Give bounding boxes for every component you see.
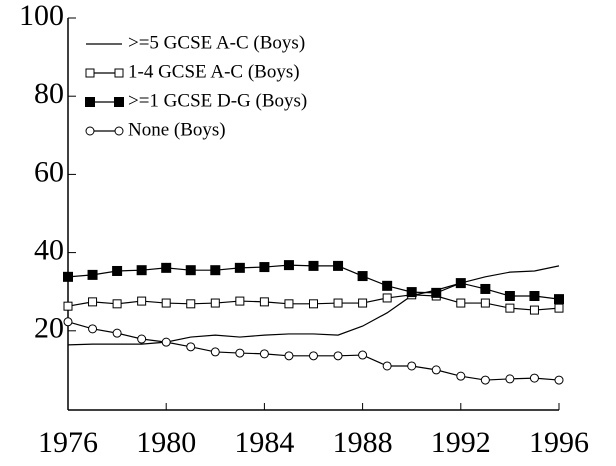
marker [480,298,490,308]
legend-label: None (Boys) [128,119,226,140]
y-tick-label: 100 [19,0,64,32]
x-tick-label: 1992 [431,426,491,459]
marker [529,373,539,383]
marker [505,374,515,384]
y-tick-label: 40 [34,233,64,266]
marker [235,348,245,358]
marker [382,280,393,291]
marker [407,361,417,371]
marker [358,298,368,308]
legend-label: >=5 GCSE A-C (Boys) [128,32,305,53]
marker [554,375,564,385]
marker [114,97,124,107]
marker [406,287,417,298]
marker [554,294,564,305]
y-tick-label: 20 [34,312,64,345]
marker [333,260,344,271]
marker [210,265,221,276]
marker [161,298,171,308]
marker [210,298,220,308]
marker [259,297,269,307]
marker [114,126,124,136]
marker [284,299,294,309]
marker [63,317,73,327]
marker [308,260,319,271]
marker [333,298,343,308]
marker [382,293,392,303]
marker [137,334,147,344]
marker [63,271,73,282]
marker [504,291,515,302]
marker [185,265,196,276]
y-tick-label: 80 [34,77,64,110]
x-tick-label: 1988 [333,426,393,459]
marker [456,371,466,381]
series-line [67,321,560,381]
marker [333,351,343,361]
marker [88,297,98,307]
marker [283,260,294,271]
marker [431,365,441,375]
x-tick-label: 1980 [136,426,196,459]
marker [210,347,220,357]
legend-label: >=1 GCSE D-G (Boys) [128,90,307,111]
marker [234,262,245,273]
marker [85,126,95,136]
marker [85,97,95,107]
x-tick-label: 1984 [234,426,294,459]
marker [309,299,318,309]
marker [161,337,171,347]
marker [259,262,270,273]
marker [309,351,318,361]
x-tick-label: 1996 [529,426,589,459]
marker [358,350,368,360]
marker [431,287,442,298]
marker [112,328,122,338]
marker [455,278,466,289]
y-tick-label: 60 [34,155,64,188]
marker [480,283,491,294]
marker [186,299,196,309]
marker [529,291,540,302]
marker [87,269,98,280]
marker [480,375,490,385]
marker [529,305,539,315]
marker [235,296,245,306]
marker [136,265,147,276]
marker [112,265,123,276]
marker [554,303,564,313]
series-line [67,265,560,346]
marker [505,303,515,313]
marker [114,68,124,78]
marker [259,349,269,359]
marker [382,361,392,371]
marker [456,298,466,308]
marker [161,262,172,273]
marker [137,296,147,306]
marker [85,68,95,78]
marker [357,271,368,282]
legend-label: 1-4 GCSE A-C (Boys) [128,61,300,82]
marker [186,342,196,352]
x-tick-label: 1976 [38,426,98,459]
marker [63,301,73,311]
marker [284,351,294,361]
marker [112,299,122,309]
marker [88,324,98,334]
